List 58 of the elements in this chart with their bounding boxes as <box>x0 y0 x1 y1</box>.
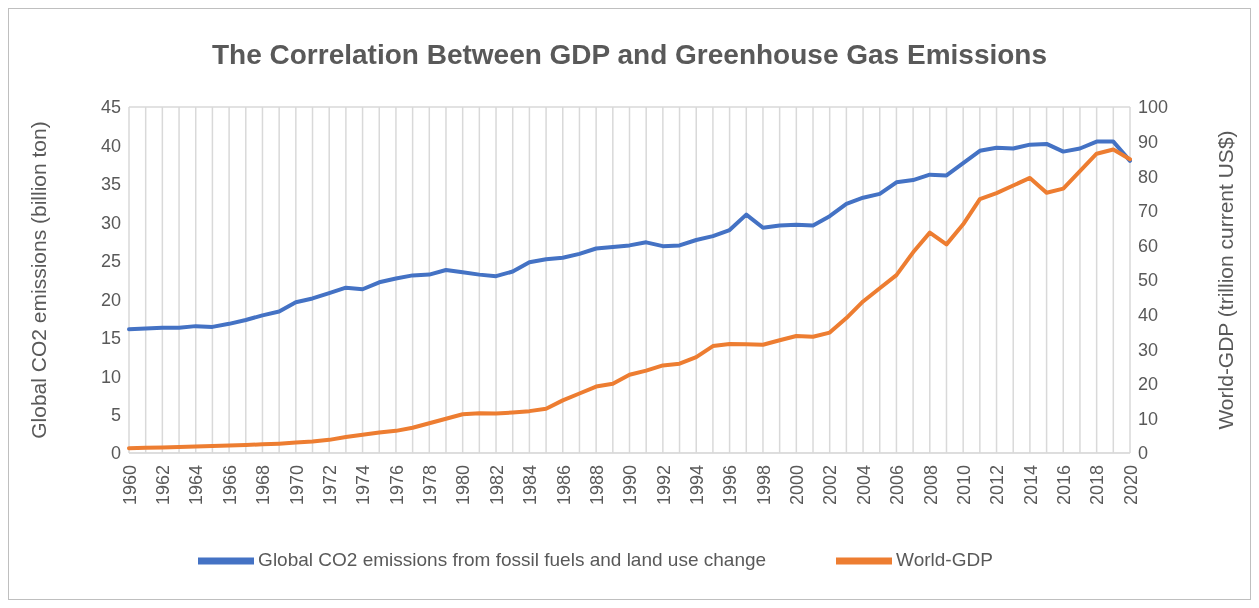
y2-tick-label: 10 <box>1138 408 1159 429</box>
y-tick-label: 15 <box>100 328 121 349</box>
x-tick-label: 1986 <box>553 465 574 506</box>
y2-tick-label: 30 <box>1138 339 1159 360</box>
x-tick-label: 1974 <box>353 465 374 506</box>
x-tick-label: 1994 <box>687 465 708 506</box>
x-tick-label: 1966 <box>219 465 240 506</box>
chart-title: The Correlation Between GDP and Greenhouse Gas Emissions <box>210 39 1048 71</box>
y-tick-label: 30 <box>100 212 121 233</box>
y2-tick-label: 100 <box>1138 97 1169 118</box>
y-tick-label: 0 <box>110 443 121 464</box>
line-series <box>127 139 1132 332</box>
y2-tick-label: 90 <box>1138 131 1159 152</box>
x-tick-label: 1990 <box>620 465 641 506</box>
x-tick-label: 1960 <box>119 465 140 506</box>
y2-tick-label: 20 <box>1138 374 1159 395</box>
y2-tick-label: 50 <box>1138 270 1159 291</box>
legend-label: Global CO2 emissions from fossil fuels and land use change <box>258 549 767 571</box>
x-tick-label: 2012 <box>987 465 1008 506</box>
x-tick-label: 1962 <box>153 465 174 506</box>
x-tick-label: 2002 <box>820 465 841 506</box>
x-tick-label: 1996 <box>720 465 741 506</box>
x-tick-label: 1964 <box>186 465 207 506</box>
y-tick-label: 40 <box>100 135 121 156</box>
x-tick-label: 2010 <box>953 465 974 506</box>
x-tick-label: 2006 <box>887 465 908 506</box>
y-tick-label: 5 <box>110 404 121 425</box>
y-tick-label: 10 <box>100 366 121 387</box>
legend-label: World-GDP <box>896 549 993 571</box>
y-axis-title: Global CO2 emissions (billion ton) <box>27 121 51 439</box>
x-tick-label: 2004 <box>853 465 874 506</box>
x-tick-label: 2014 <box>1020 465 1041 506</box>
y2-tick-label: 0 <box>1138 443 1149 464</box>
y2-tick-label: 80 <box>1138 166 1159 187</box>
x-tick-label: 2008 <box>920 465 941 506</box>
x-tick-label: 2018 <box>1087 465 1108 506</box>
x-tick-label: 1972 <box>319 465 340 506</box>
x-tick-label: 1982 <box>486 465 507 506</box>
y-tick-label: 35 <box>100 174 121 195</box>
x-tick-label: 2000 <box>787 465 808 506</box>
x-tick-label: 1988 <box>586 465 607 506</box>
x-tick-label: 1968 <box>253 465 274 506</box>
x-tick-label: 1992 <box>653 465 674 506</box>
x-tick-label: 1984 <box>520 465 541 506</box>
x-tick-label: 2020 <box>1120 465 1141 506</box>
x-tick-label: 1998 <box>753 465 774 506</box>
x-tick-label: 1976 <box>386 465 407 506</box>
y-tick-label: 45 <box>100 97 121 118</box>
x-tick-label: 1970 <box>286 465 307 506</box>
x-tick-label: 1980 <box>453 465 474 506</box>
y2-tick-label: 70 <box>1138 201 1159 222</box>
x-tick-label: 2016 <box>1054 465 1075 506</box>
y2-tick-label: 60 <box>1138 235 1159 256</box>
y-tick-label: 20 <box>100 289 121 310</box>
y2-tick-label: 40 <box>1138 304 1159 325</box>
y-tick-label: 25 <box>100 251 121 272</box>
x-tick-label: 1978 <box>420 465 441 506</box>
y2-axis-title: World-GDP (trillion current US$) <box>1214 130 1238 430</box>
